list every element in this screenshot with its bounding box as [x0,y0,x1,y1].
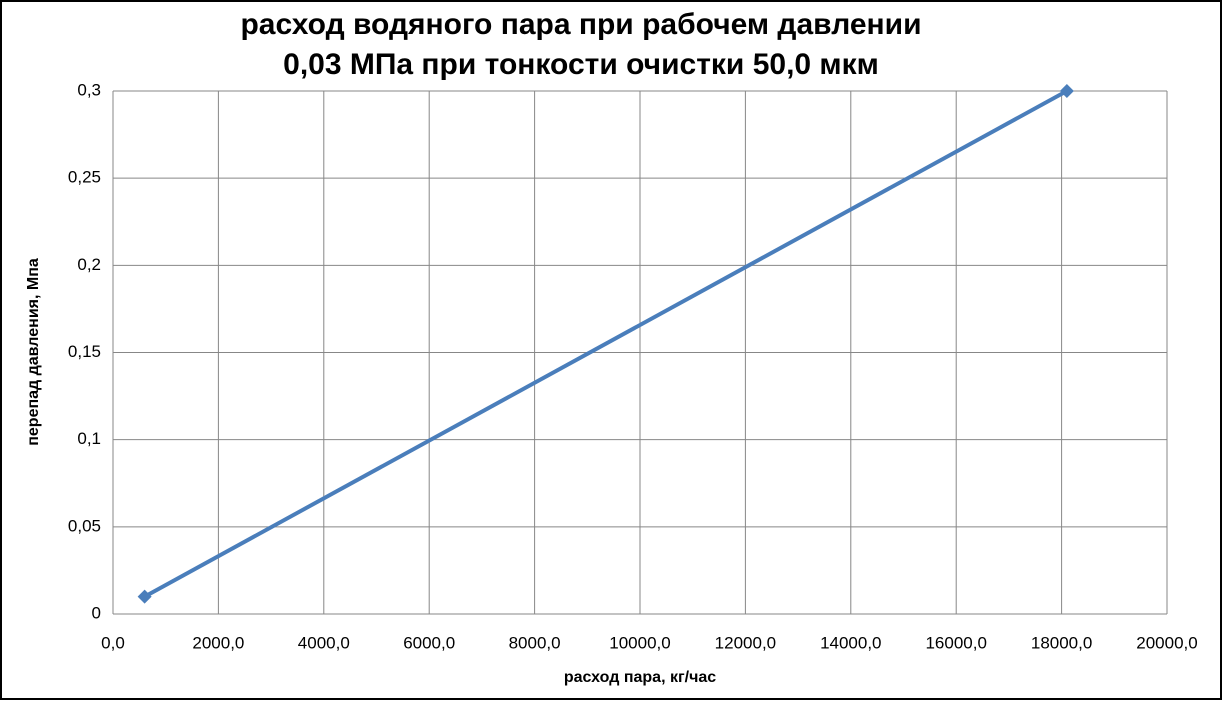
y-tick-label: 0,15 [68,342,101,361]
point-marker [137,589,152,604]
x-tick-label: 14000,0 [820,633,881,652]
point-marker [1059,84,1074,98]
y-tick-label: 0,3 [77,80,101,99]
series-line [143,89,1068,599]
y-axis-title: перепад давления, Мпа [25,258,42,446]
x-tick-label: 6000,0 [403,633,455,652]
x-tick-label: 10000,0 [609,633,670,652]
y-tick-label: 0,25 [68,168,101,187]
x-tick-label: 18000,0 [1031,633,1092,652]
x-tick-label: 4000,0 [298,633,350,652]
y-tick-label: 0 [92,603,101,622]
chart-title: 0,03 МПа при тонкости очистки 50,0 мкм [283,48,879,81]
x-axis-title: расход пара, кг/час [564,669,716,686]
y-tick-label: 0,05 [68,516,101,535]
y-tick-label: 0,1 [77,429,101,448]
x-tick-label: 0,0 [101,633,125,652]
x-tick-label: 12000,0 [715,633,776,652]
x-tick-label: 20000,0 [1136,633,1197,652]
y-tick-label: 0,2 [77,255,101,274]
chart-title: расход водяного пара при рабочем давлени… [240,8,921,41]
x-tick-label: 16000,0 [925,633,986,652]
x-tick-label: 2000,0 [192,633,244,652]
x-tick-label: 8000,0 [509,633,561,652]
